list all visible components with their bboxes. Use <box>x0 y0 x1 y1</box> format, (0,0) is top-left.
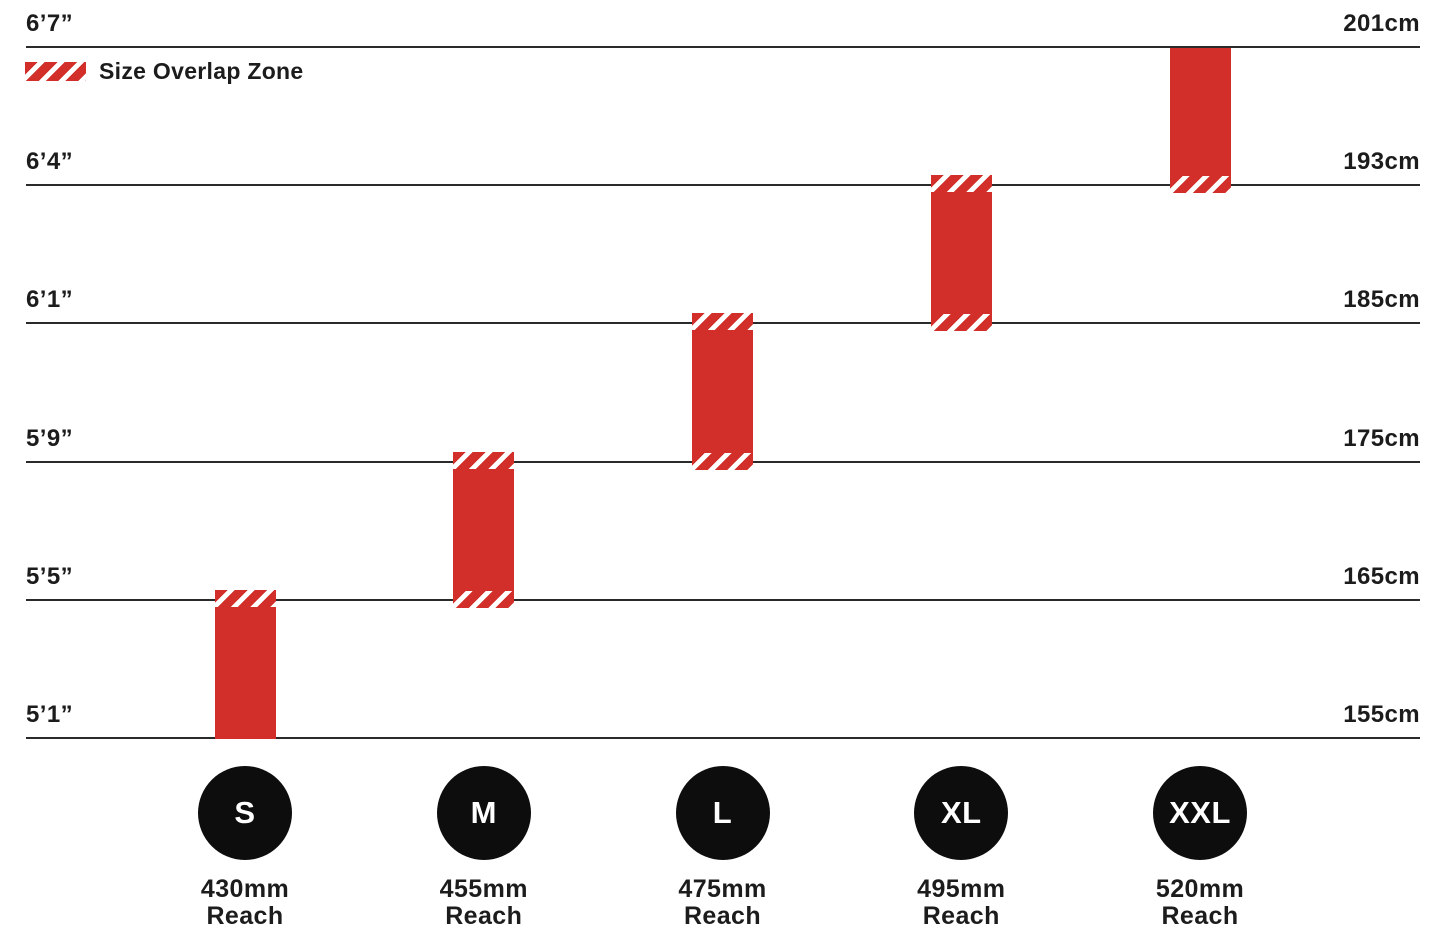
reach-value: 430mm <box>200 875 290 903</box>
size-range-bar-xl <box>930 175 992 332</box>
axis-tick-left: 5’1” <box>26 701 73 728</box>
reach-value: 475mm <box>678 875 767 903</box>
size-circle-l: L <box>675 766 770 860</box>
reach-word: Reach <box>206 902 284 930</box>
reach-label: 495mm Reach <box>861 876 1061 930</box>
axis-tick-right: 185cm <box>1343 286 1420 314</box>
legend: Size Overlap Zone <box>25 60 304 83</box>
reach-label: 475mm Reach <box>623 876 823 930</box>
overlap-zone-bottom <box>453 590 515 608</box>
overlap-zone-bottom <box>1169 176 1231 194</box>
overlap-zone-top <box>692 313 753 331</box>
reach-value: 455mm <box>439 875 528 903</box>
reach-value: 520mm <box>1155 875 1245 903</box>
size-circle-xl: XL <box>914 766 1009 860</box>
overlap-zone-top <box>930 175 992 193</box>
height-gridline <box>26 598 1420 601</box>
axis-tick-left: 6’1” <box>26 286 73 314</box>
overlap-zone-top <box>214 589 276 607</box>
reach-word: Reach <box>1161 902 1239 930</box>
size-range-bar-m <box>453 451 515 608</box>
reach-value: 495mm <box>917 875 1006 903</box>
axis-tick-right: 175cm <box>1343 424 1420 452</box>
axis-tick-right: 165cm <box>1343 562 1420 590</box>
legend-label: Size Overlap Zone <box>99 58 304 84</box>
overlap-zone-swatch-icon <box>25 62 86 81</box>
axis-tick-left: 6’4” <box>26 148 73 176</box>
height-gridline <box>26 46 1420 48</box>
size-circle-s: S <box>198 766 292 860</box>
axis-tick-right: 155cm <box>1343 701 1420 728</box>
size-range-bar-xxl <box>1169 48 1231 194</box>
reach-label: 455mm Reach <box>384 876 584 930</box>
size-circle-m: M <box>436 766 531 860</box>
overlap-zone-bottom <box>692 452 753 470</box>
size-range-bar-l <box>692 313 753 470</box>
height-gridline <box>26 184 1420 187</box>
reach-label: 520mm Reach <box>1100 876 1300 930</box>
height-gridline <box>26 737 1420 739</box>
size-circle-xxl: XXL <box>1153 766 1247 860</box>
axis-tick-right: 193cm <box>1343 148 1420 176</box>
size-range-bar-s <box>214 589 276 739</box>
axis-tick-right: 201cm <box>1343 10 1420 37</box>
axis-tick-left: 6’7” <box>26 10 73 37</box>
reach-word: Reach <box>683 902 762 930</box>
axis-tick-left: 5’9” <box>26 424 73 452</box>
reach-word: Reach <box>922 902 1000 930</box>
reach-word: Reach <box>445 902 523 930</box>
axis-tick-left: 5’5” <box>26 562 73 590</box>
overlap-zone-bottom <box>930 314 992 332</box>
overlap-zone-top <box>453 451 515 469</box>
reach-label: 430mm Reach <box>145 876 345 930</box>
